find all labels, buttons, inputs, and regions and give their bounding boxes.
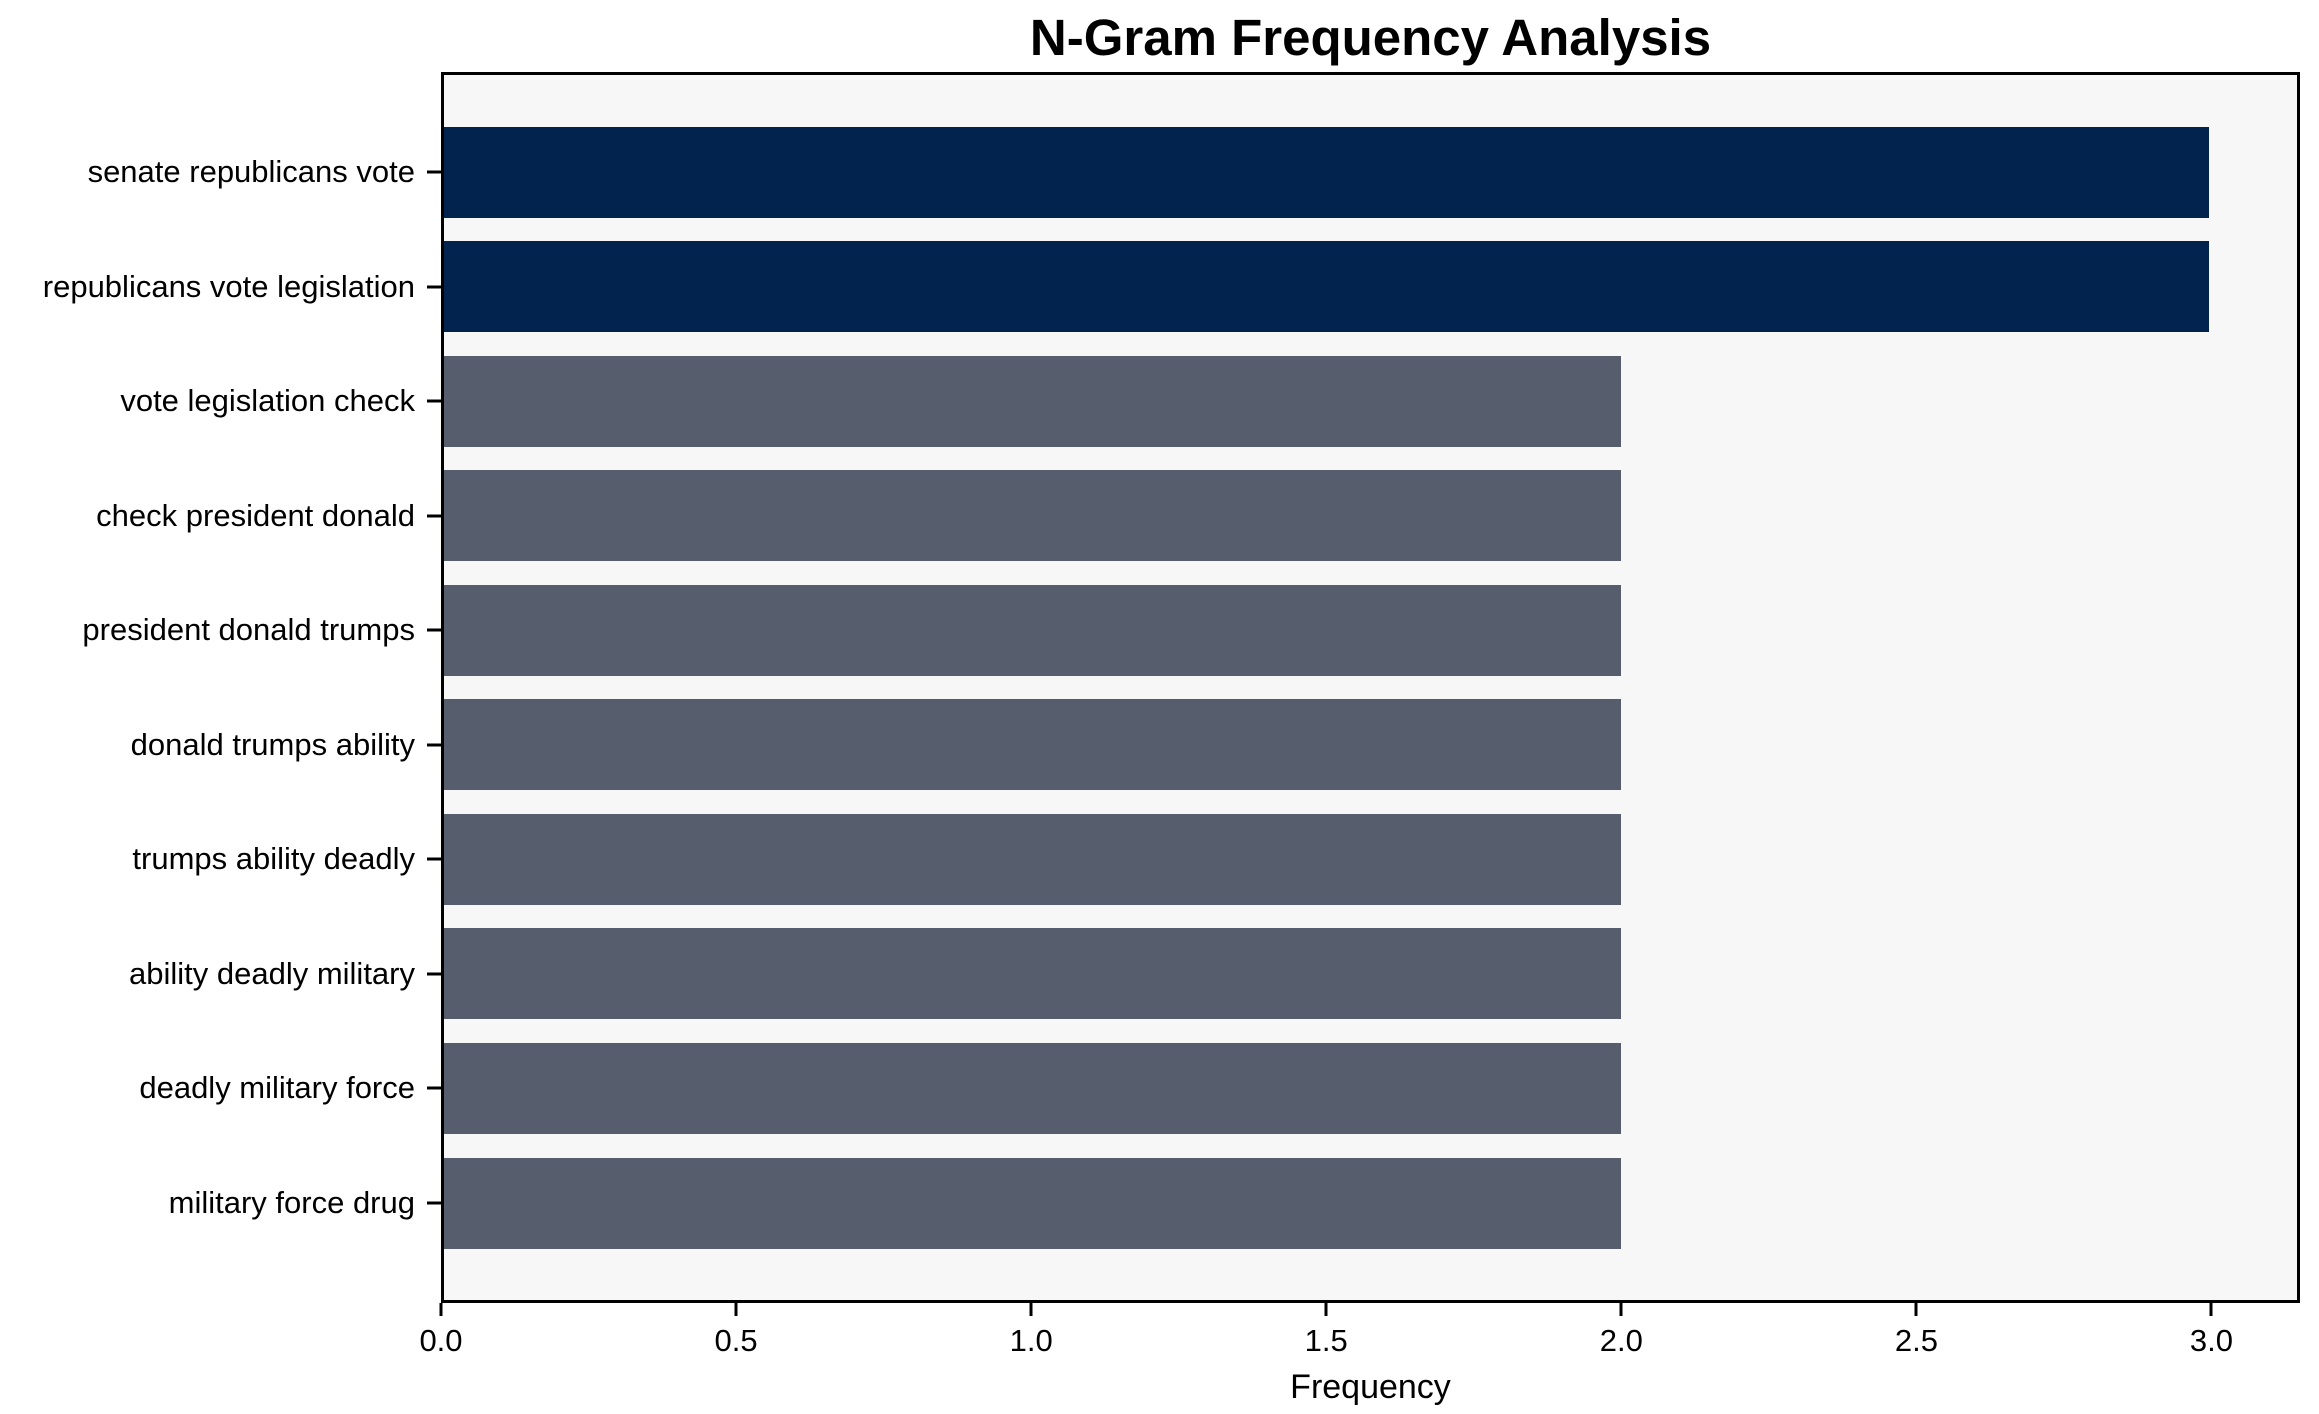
x-tick-label: 1.0: [1009, 1323, 1053, 1358]
bar: [444, 813, 1621, 905]
x-tick-label: 0.0: [419, 1323, 463, 1358]
x-tick-mark: [1324, 1303, 1328, 1316]
bar: [444, 1042, 1621, 1134]
plot-area: [441, 72, 2300, 1303]
x-tick-mark: [734, 1303, 738, 1316]
y-tick-label: deadly military force: [139, 1070, 415, 1106]
y-tick-mark: [427, 628, 441, 632]
y-tick-mark: [427, 514, 441, 518]
y-tick-label: republicans vote legislation: [42, 268, 415, 304]
x-tick-label: 2.5: [1894, 1323, 1938, 1358]
y-tick-label: check president donald: [96, 497, 415, 533]
x-tick-mark: [1029, 1303, 1033, 1316]
y-tick-label: senate republicans vote: [87, 154, 415, 189]
bar: [444, 928, 1621, 1020]
y-tick-mark: [427, 285, 441, 289]
bar: [444, 355, 1621, 447]
x-tick-mark: [2209, 1303, 2213, 1316]
y-tick-label: military force drug: [168, 1185, 415, 1221]
x-axis-label: Frequency: [1290, 1368, 1451, 1406]
y-tick-mark: [427, 857, 441, 861]
bar: [444, 241, 2209, 333]
x-tick-mark: [1619, 1303, 1623, 1316]
y-tick-label: ability deadly military: [129, 955, 415, 991]
bar: [444, 1157, 1621, 1249]
y-tick-label: president donald trumps: [82, 612, 415, 648]
y-tick-mark: [427, 972, 441, 976]
bar: [444, 126, 2209, 218]
y-tick-mark: [427, 1086, 441, 1090]
bar: [444, 584, 1621, 676]
y-tick-mark: [427, 170, 441, 174]
bar: [444, 470, 1621, 562]
x-tick-label: 1.5: [1304, 1323, 1348, 1358]
y-tick-mark: [427, 743, 441, 747]
x-tick-mark: [439, 1303, 443, 1316]
y-axis: senate republicans vote republicans vote …: [0, 72, 441, 1303]
x-tick-mark: [1914, 1303, 1918, 1316]
y-tick-mark: [427, 399, 441, 403]
bar: [444, 699, 1621, 791]
x-tick-label: 2.0: [1599, 1323, 1643, 1358]
y-tick-label: trumps ability deadly: [132, 841, 415, 877]
x-axis: 0.0 0.5 1.0 1.5 2.0 2.5 3.0: [419, 1303, 2300, 1383]
y-tick-mark: [427, 1201, 441, 1205]
chart-title: N-Gram Frequency Analysis: [1029, 9, 1712, 66]
y-tick-label: vote legislation check: [120, 383, 415, 419]
x-tick-label: 3.0: [2189, 1323, 2234, 1358]
y-tick-label: donald trumps ability: [130, 726, 415, 762]
x-tick-label: 0.5: [714, 1323, 758, 1358]
